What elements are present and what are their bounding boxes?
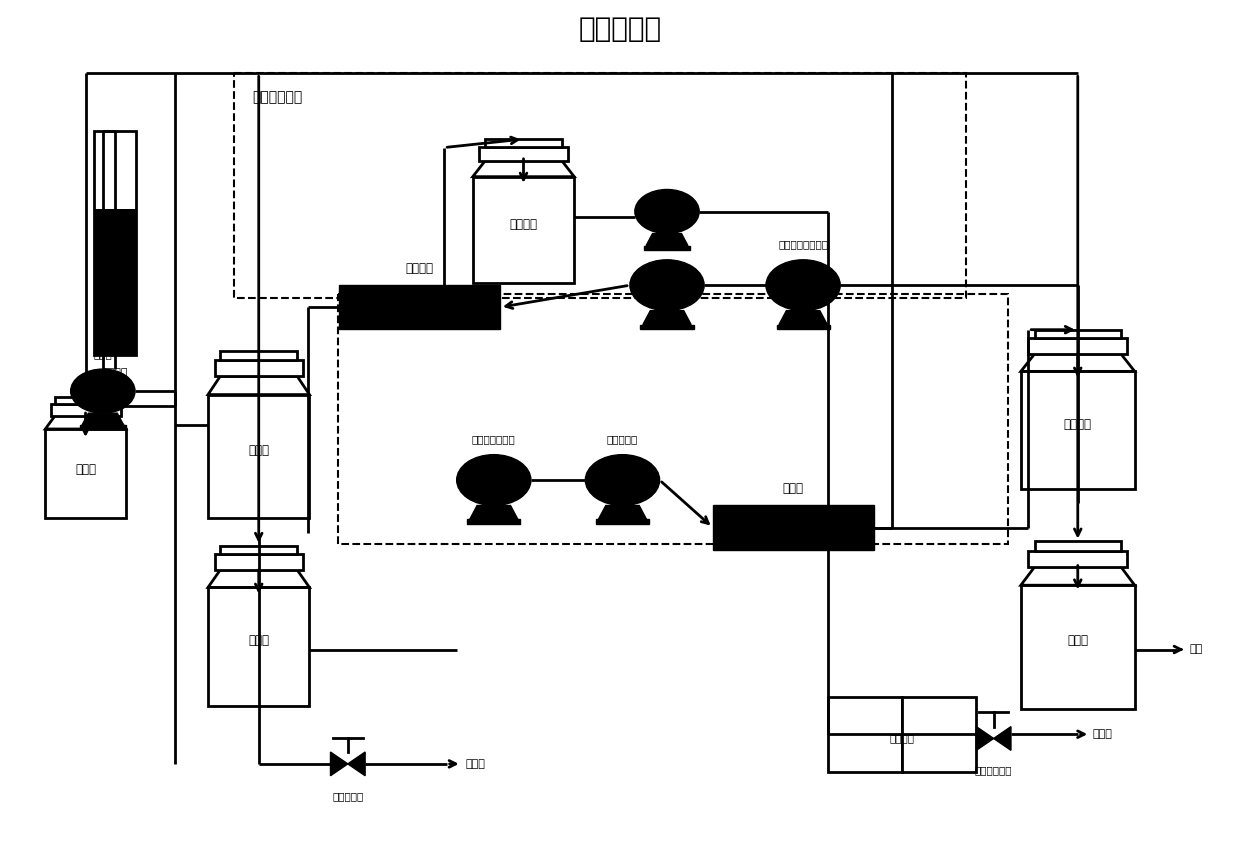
Circle shape	[635, 190, 699, 234]
Polygon shape	[993, 727, 1011, 751]
Bar	[1021, 371, 1135, 490]
Circle shape	[630, 260, 704, 310]
Text: 浓盐水排水泵: 浓盐水排水泵	[649, 260, 686, 269]
Text: 纳滤压力提升泵: 纳滤压力提升泵	[472, 434, 516, 445]
Text: 浓盐水箱: 浓盐水箱	[889, 734, 915, 744]
Bar	[215, 554, 303, 570]
Bar	[1034, 541, 1121, 551]
Bar	[339, 294, 1008, 544]
Bar	[828, 697, 901, 772]
Bar	[1021, 585, 1135, 709]
Text: 盐碱水井: 盐碱水井	[102, 368, 129, 377]
Bar	[713, 506, 874, 550]
Bar	[55, 398, 117, 404]
Polygon shape	[472, 161, 574, 177]
Text: 取水泵: 取水泵	[93, 348, 112, 359]
Bar	[94, 209, 136, 355]
Bar	[208, 587, 310, 705]
Text: 浓盐水箱: 浓盐水箱	[510, 218, 537, 231]
Bar	[215, 360, 303, 377]
Text: 反渗透膜系统: 反渗透膜系统	[253, 90, 303, 105]
Polygon shape	[976, 727, 993, 751]
Bar	[641, 325, 693, 329]
Polygon shape	[208, 570, 310, 587]
Circle shape	[71, 369, 135, 413]
Bar	[340, 286, 500, 329]
Text: 纳滤高压泵: 纳滤高压泵	[606, 434, 639, 445]
Bar	[776, 325, 830, 329]
Polygon shape	[642, 310, 691, 325]
Bar	[51, 404, 120, 416]
Text: 淡水箱: 淡水箱	[1068, 634, 1089, 648]
Bar	[1034, 330, 1121, 338]
Bar	[221, 546, 298, 554]
Polygon shape	[331, 752, 347, 776]
Circle shape	[766, 260, 841, 310]
Bar	[94, 131, 136, 355]
Text: 沙滤箱: 沙滤箱	[74, 462, 95, 476]
Bar	[1028, 338, 1127, 354]
Text: 淡水池: 淡水池	[465, 759, 485, 769]
Polygon shape	[347, 752, 365, 776]
Bar	[480, 147, 568, 161]
Polygon shape	[1021, 354, 1135, 371]
Text: 浓盐水出水阀: 浓盐水出水阀	[975, 766, 1012, 775]
Text: 淡水出水阀: 淡水出水阀	[332, 791, 363, 801]
Polygon shape	[599, 506, 646, 519]
Text: 过滤子系统: 过滤子系统	[578, 14, 662, 42]
Bar	[596, 519, 649, 524]
Circle shape	[585, 455, 660, 506]
Bar	[644, 246, 689, 250]
Bar	[472, 177, 574, 283]
Bar	[467, 519, 521, 524]
Bar	[234, 73, 966, 298]
Text: 纳滤膜: 纳滤膜	[782, 482, 804, 496]
Bar	[79, 425, 125, 429]
Circle shape	[456, 455, 531, 506]
Polygon shape	[82, 413, 124, 425]
Polygon shape	[470, 506, 518, 519]
Text: 纳滤膜系统: 纳滤膜系统	[356, 310, 398, 325]
Text: 浓盐水箱: 浓盐水箱	[1064, 418, 1091, 431]
Bar	[1028, 551, 1127, 567]
Text: 排出: 排出	[1189, 644, 1203, 654]
Text: 反渗透高压泵: 反渗透高压泵	[649, 240, 686, 250]
Bar	[901, 697, 976, 772]
Bar	[485, 139, 562, 147]
Polygon shape	[646, 234, 688, 246]
Text: 反渗透压力提升泵: 反渗透压力提升泵	[779, 240, 828, 250]
Text: 反渗透膜: 反渗透膜	[405, 262, 434, 275]
Polygon shape	[208, 377, 310, 394]
Bar	[221, 351, 298, 360]
Polygon shape	[1021, 567, 1135, 585]
Text: 膜水箱: 膜水箱	[248, 444, 269, 456]
Text: 晒盐池: 晒盐池	[1092, 729, 1112, 740]
Bar	[208, 394, 310, 518]
Text: 滤水箱: 滤水箱	[248, 634, 269, 647]
Polygon shape	[779, 310, 827, 325]
Bar	[46, 429, 125, 518]
Polygon shape	[46, 416, 125, 429]
